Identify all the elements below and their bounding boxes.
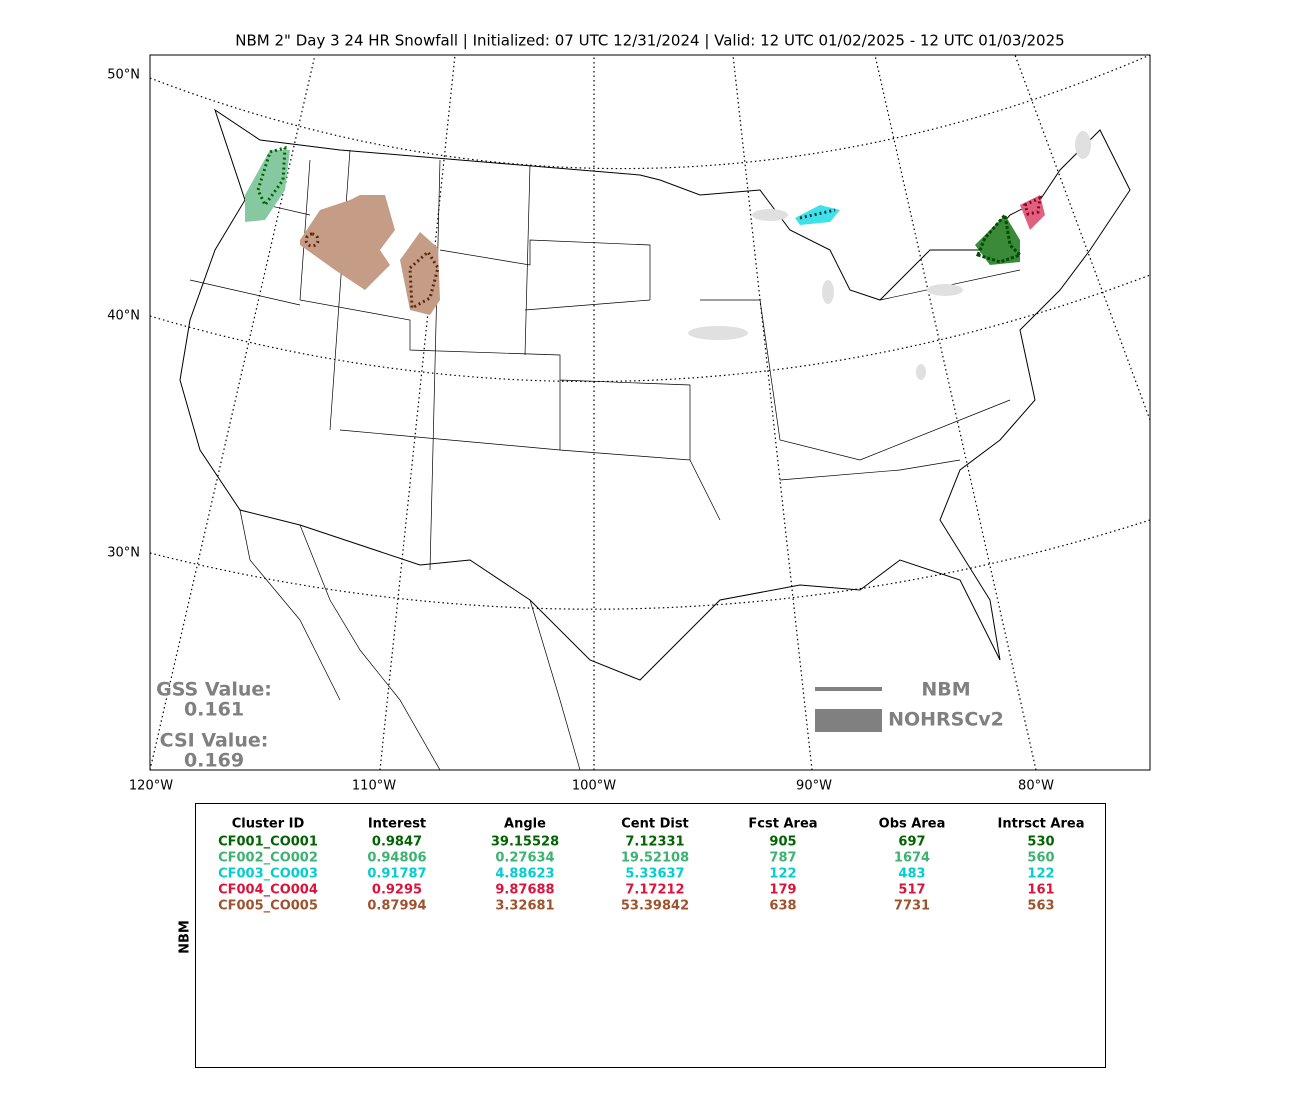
csi-label: CSI Value: xyxy=(160,730,269,752)
parallel xyxy=(150,55,1150,170)
meridian xyxy=(732,55,813,770)
gss-label: GSS Value: xyxy=(156,679,272,701)
legend-label: NOHRSCv2 xyxy=(888,709,1004,731)
table-cell: CF001_CO001 xyxy=(218,835,318,850)
table-side-label: NBM xyxy=(178,920,193,954)
table-cell: 161 xyxy=(1027,883,1054,898)
lon-label: 90°W xyxy=(796,779,832,794)
table-cell: 179 xyxy=(769,883,796,898)
table-cell: 697 xyxy=(898,835,925,850)
table-cell: 0.87994 xyxy=(367,899,426,914)
table-cell: 638 xyxy=(769,899,796,914)
table-cell: 787 xyxy=(769,851,796,866)
cluster-3-fcst xyxy=(799,208,836,220)
cluster-5 xyxy=(300,195,395,290)
table-cell: 7.17212 xyxy=(625,883,684,898)
table-cell: CF003_CO003 xyxy=(218,867,318,882)
cluster-3 xyxy=(795,205,840,225)
lat-label: 30°N xyxy=(107,546,140,561)
table-header: Cluster ID xyxy=(232,817,305,832)
state-lines xyxy=(189,149,1021,571)
table-header: Cent Dist xyxy=(621,817,689,832)
table-cell: 7731 xyxy=(894,899,930,914)
table-header: Angle xyxy=(504,817,546,832)
lon-label: 100°W xyxy=(572,779,616,794)
table-cell: 0.9295 xyxy=(372,883,422,898)
lat-label: 40°N xyxy=(107,309,140,324)
table-cell: 0.9847 xyxy=(372,835,422,850)
table-cell: 560 xyxy=(1027,851,1054,866)
table-cell: 0.91787 xyxy=(367,867,426,882)
title: NBM 2" Day 3 24 HR Snowfall | Initialize… xyxy=(235,32,1064,50)
table-cell: 53.39842 xyxy=(621,899,689,914)
table-cell: 122 xyxy=(1027,867,1054,882)
table-cell: 0.27634 xyxy=(495,851,554,866)
cluster-2-fcst xyxy=(256,146,287,208)
table-cell: 9.87688 xyxy=(495,883,554,898)
cluster-2 xyxy=(245,150,290,222)
table-cell: 39.15528 xyxy=(491,835,559,850)
table-cell: 7.12331 xyxy=(625,835,684,850)
table-cell: 0.94806 xyxy=(367,851,426,866)
cluster-1 xyxy=(975,215,1020,265)
table-cell: 530 xyxy=(1027,835,1054,850)
table-header: Fcst Area xyxy=(748,817,817,832)
table-cell: 3.32681 xyxy=(495,899,554,914)
table-cell: 4.88623 xyxy=(495,867,554,882)
lon-label: 120°W xyxy=(129,779,173,794)
csi-value: 0.169 xyxy=(184,750,244,772)
table-header: Intrsct Area xyxy=(998,817,1085,832)
border-mexico xyxy=(239,509,581,770)
table-cell: CF005_CO005 xyxy=(218,899,318,914)
parallel xyxy=(150,519,1150,610)
cluster-5b xyxy=(400,232,440,315)
map-frame xyxy=(149,54,1151,771)
legend-patch xyxy=(815,709,882,732)
lon-label: 80°W xyxy=(1018,779,1054,794)
cluster-4-fcst xyxy=(1023,195,1042,216)
table-frame xyxy=(195,803,1106,1068)
table-cell: 517 xyxy=(898,883,925,898)
table-cell: 483 xyxy=(898,867,925,882)
table-cell: 5.33637 xyxy=(625,867,684,882)
conus-outline xyxy=(179,108,1131,681)
table-cell: 1674 xyxy=(894,851,930,866)
map xyxy=(150,55,1150,770)
table-cell: 19.52108 xyxy=(621,851,689,866)
table-header: Obs Area xyxy=(879,817,946,832)
table-cell: CF004_CO004 xyxy=(218,883,318,898)
table: Cluster ID Interest Angle Cent Dist Fcst Are… xyxy=(218,817,1084,914)
meridian xyxy=(1014,55,1150,421)
cluster-5-fcst xyxy=(304,232,440,311)
meridian xyxy=(874,55,1037,770)
table-cell: 122 xyxy=(769,867,796,882)
gss-value: 0.161 xyxy=(184,699,244,721)
meridian xyxy=(379,55,456,770)
table-cell: 563 xyxy=(1027,899,1054,914)
parallel xyxy=(150,274,1150,383)
table-cell: CF002_CO002 xyxy=(218,851,318,866)
table-header: Interest xyxy=(368,817,426,832)
meridian xyxy=(150,55,316,770)
table-cell: 905 xyxy=(769,835,796,850)
lon-label: 110°W xyxy=(352,779,396,794)
legend-label: NBM xyxy=(921,679,970,701)
obs-areas xyxy=(688,131,1091,380)
lat-label: 50°N xyxy=(107,68,140,83)
